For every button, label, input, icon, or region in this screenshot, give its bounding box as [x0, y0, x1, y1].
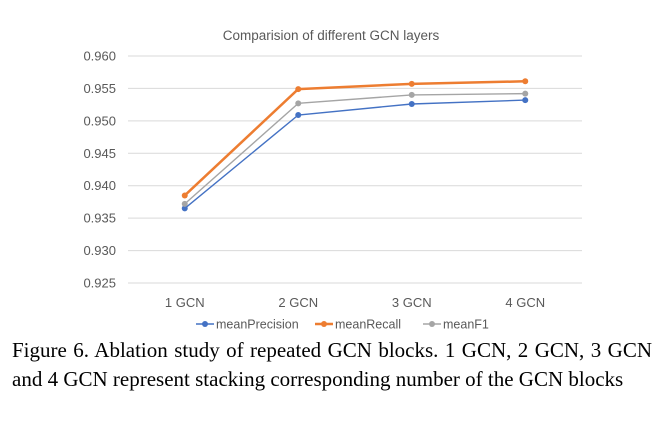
legend-swatch-marker	[202, 321, 208, 327]
data-point	[295, 100, 302, 107]
x-tick-label: 4 GCN	[505, 295, 545, 310]
data-point	[522, 78, 529, 85]
y-tick-label: 0.960	[83, 49, 116, 64]
legend-item: meanPrecision	[196, 318, 299, 332]
y-tick-label: 0.950	[83, 113, 116, 128]
x-tick-label: 1 GCN	[165, 295, 205, 310]
data-point	[181, 192, 188, 199]
data-point	[295, 112, 302, 119]
data-point	[408, 91, 415, 98]
series-meanRecall	[181, 78, 529, 199]
y-tick-label: 0.940	[83, 178, 116, 193]
series-line	[183, 80, 527, 197]
x-tick-label: 2 GCN	[278, 295, 318, 310]
y-tick-label: 0.930	[83, 243, 116, 258]
y-tick-label: 0.935	[83, 211, 116, 226]
figure-caption: Figure 6. Ablation study of repeated GCN…	[12, 338, 652, 391]
y-tick-label: 0.925	[83, 276, 116, 291]
x-tick-label: 3 GCN	[392, 295, 432, 310]
series-meanF1	[181, 90, 529, 207]
legend-swatch-marker	[429, 321, 435, 327]
y-tick-label: 0.955	[83, 81, 116, 96]
series-meanPrecision	[181, 97, 529, 212]
gridlines	[128, 55, 582, 284]
data-point	[181, 205, 188, 212]
legend-label: meanRecall	[335, 318, 401, 332]
data-point	[522, 97, 529, 104]
legend: meanPrecision meanRecall meanF1	[196, 318, 489, 332]
data-point	[295, 86, 302, 93]
data-point	[408, 100, 415, 107]
legend-item: meanF1	[423, 318, 489, 332]
y-tick-label: 0.945	[83, 146, 116, 161]
series-lines	[181, 78, 529, 212]
line-chart: Comparision of different GCN layers 0.92…	[83, 28, 582, 332]
legend-label: meanF1	[443, 318, 489, 332]
legend-item: meanRecall	[315, 318, 401, 332]
data-point	[181, 200, 188, 207]
chart-title: Comparision of different GCN layers	[223, 28, 440, 43]
y-axis-ticks: 0.925 0.930 0.935 0.940 0.945 0.950 0.955 0.960	[83, 49, 116, 291]
data-point	[522, 90, 529, 97]
series-line	[184, 99, 526, 210]
x-axis-ticks: 1 GCN 2 GCN 3 GCN 4 GCN	[165, 295, 545, 310]
legend-swatch-marker	[321, 321, 327, 327]
data-point	[408, 80, 415, 87]
series-line	[184, 92, 526, 205]
legend-label: meanPrecision	[216, 318, 299, 332]
